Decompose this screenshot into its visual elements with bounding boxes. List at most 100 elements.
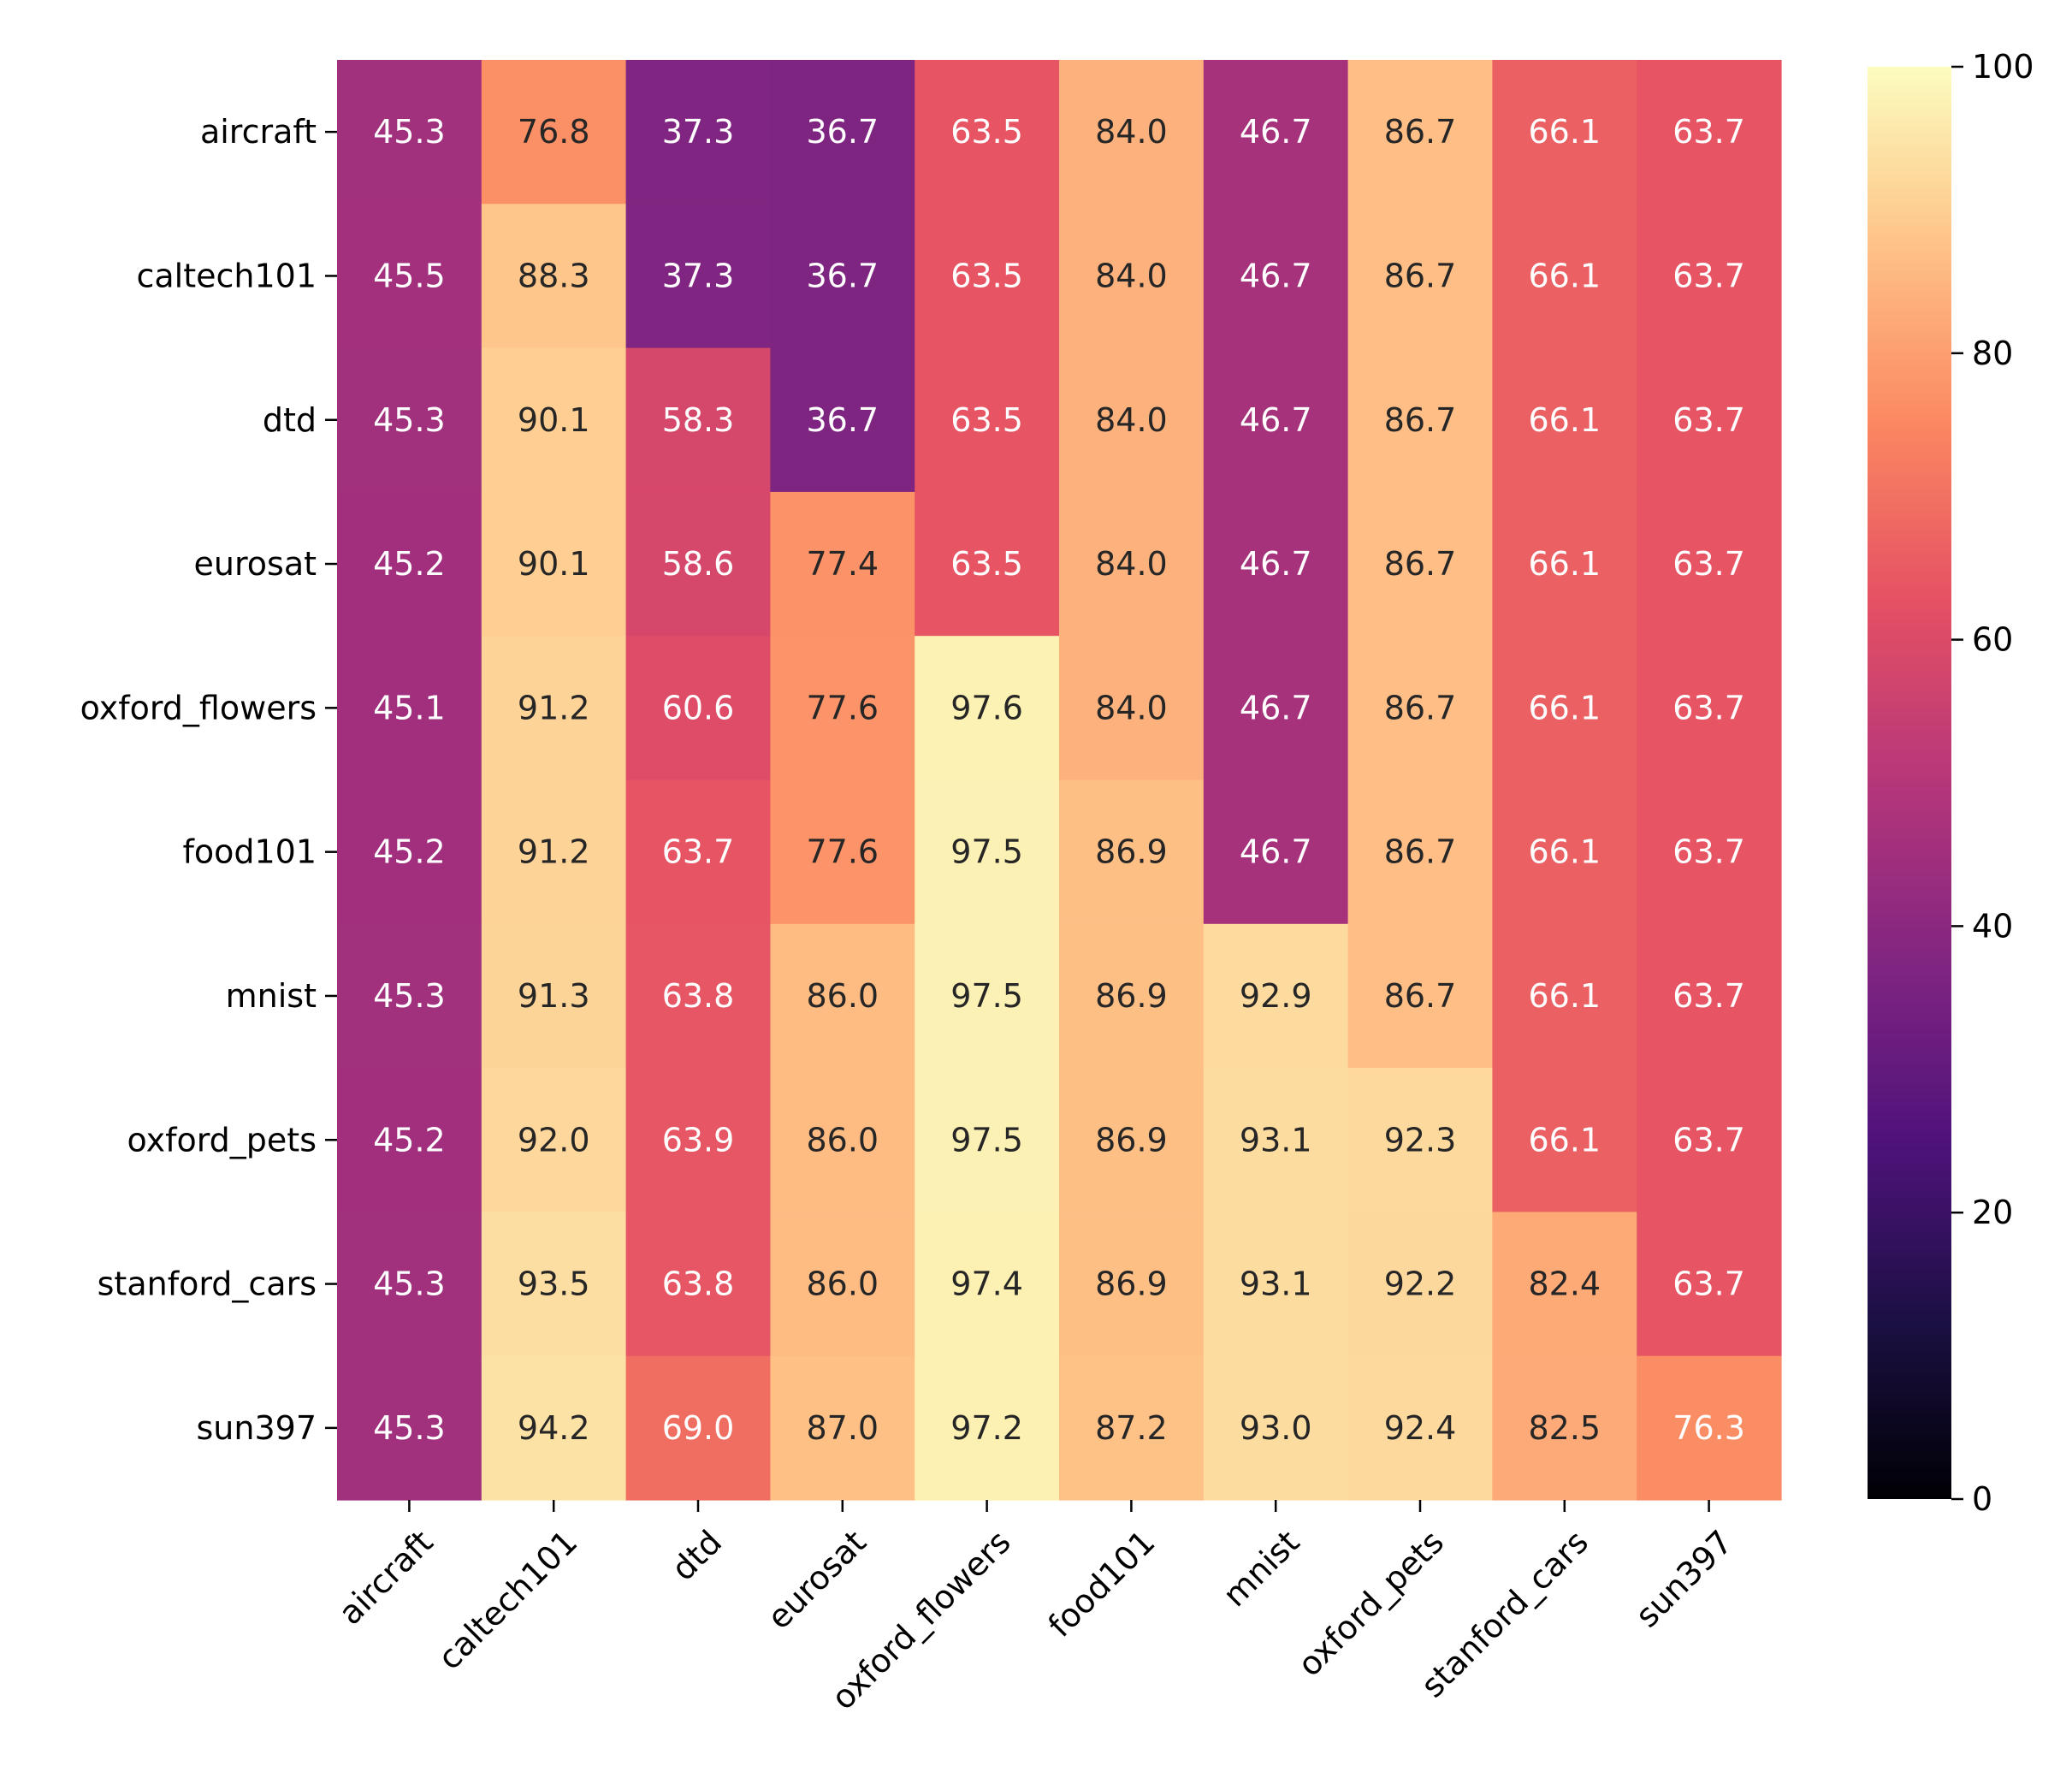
heatmap-cell xyxy=(1347,779,1493,925)
cell-value-label: 63.7 xyxy=(1672,257,1745,294)
cell-value-label: 97.4 xyxy=(950,1265,1023,1303)
heatmap-cell xyxy=(625,491,771,637)
heatmap-cell xyxy=(915,1355,1060,1501)
heatmap-cell xyxy=(481,923,627,1069)
colorbar: 0 20 40 60 80 100 xyxy=(1868,48,2034,1518)
cell-value-label: 37.3 xyxy=(662,257,735,294)
cell-value-label: 97.5 xyxy=(950,1121,1023,1159)
cell-value-label: 93.1 xyxy=(1240,1121,1312,1159)
heatmap-cell xyxy=(625,779,771,925)
cell-value-label: 63.7 xyxy=(662,833,735,871)
heatmap-cell xyxy=(625,347,771,493)
cell-value-label: 45.2 xyxy=(373,833,446,871)
cell-value-label: 36.7 xyxy=(806,257,879,294)
cell-value-label: 97.5 xyxy=(950,977,1023,1015)
cell-value-label: 86.0 xyxy=(806,1121,879,1159)
cell-value-label: 63.7 xyxy=(1672,113,1745,151)
heatmap-cell xyxy=(1203,636,1349,781)
colorbar-tick-label: 20 xyxy=(1972,1194,2013,1231)
heatmap-cell xyxy=(337,1212,482,1357)
cell-value-label: 63.5 xyxy=(950,545,1023,583)
cell-value-label: 60.6 xyxy=(662,689,735,726)
cell-value-label: 66.1 xyxy=(1528,1121,1601,1159)
heatmap-cell xyxy=(1059,1212,1205,1357)
heatmap-cell xyxy=(770,491,915,637)
cell-value-label: 82.5 xyxy=(1528,1409,1601,1447)
cell-value-label: 84.0 xyxy=(1095,689,1168,726)
cell-value-label: 63.8 xyxy=(662,977,735,1015)
y-tick-label: aircraft xyxy=(200,113,317,151)
heatmap-cell xyxy=(337,491,482,637)
heatmap-cell xyxy=(915,204,1060,349)
cell-value-label: 66.1 xyxy=(1528,689,1601,726)
heatmap-cell xyxy=(1203,60,1349,204)
heatmap-cell xyxy=(625,204,771,349)
cell-value-label: 92.0 xyxy=(518,1121,590,1159)
heatmap-cell xyxy=(1059,204,1205,349)
heatmap-cell xyxy=(1492,347,1637,493)
y-tick-label: mnist xyxy=(226,977,317,1015)
colorbar-tick-label: 60 xyxy=(1972,621,2013,659)
heatmap-cell xyxy=(1492,204,1637,349)
heatmap-cell xyxy=(625,636,771,781)
cell-value-label: 46.7 xyxy=(1240,833,1312,871)
heatmap-cell xyxy=(1059,779,1205,925)
heatmap-cell xyxy=(1347,636,1493,781)
cell-value-label: 63.5 xyxy=(950,113,1023,151)
x-tick-label: aircraft xyxy=(331,1523,440,1632)
heatmap-cell xyxy=(770,1355,915,1501)
heatmap-cell xyxy=(1637,636,1782,781)
cell-value-label: 58.3 xyxy=(662,401,735,439)
heatmap-cell xyxy=(1637,60,1782,204)
heatmap-cell xyxy=(1203,779,1349,925)
heatmap-cell xyxy=(625,60,771,204)
cell-value-label: 63.7 xyxy=(1672,1265,1745,1303)
cell-value-label: 63.7 xyxy=(1672,1121,1745,1159)
heatmap-cell xyxy=(915,923,1060,1069)
cell-value-label: 63.7 xyxy=(1672,977,1745,1015)
heatmap-cell xyxy=(481,1068,627,1212)
cell-value-label: 86.7 xyxy=(1384,977,1457,1015)
cell-value-label: 36.7 xyxy=(806,113,879,151)
cell-value-label: 76.8 xyxy=(518,113,590,151)
heatmap-cell xyxy=(1637,779,1782,925)
heatmap-cell xyxy=(770,204,915,349)
cell-value-label: 87.0 xyxy=(806,1409,879,1447)
heatmap-cell xyxy=(1492,491,1637,637)
cell-value-label: 92.9 xyxy=(1240,977,1312,1015)
cell-value-label: 86.7 xyxy=(1384,689,1457,726)
y-tick-label: oxford_pets xyxy=(127,1121,317,1159)
heatmap-cell xyxy=(337,1355,482,1501)
heatmap-cell xyxy=(481,204,627,349)
cell-value-label: 93.0 xyxy=(1240,1409,1312,1447)
heatmap-cell xyxy=(770,779,915,925)
colorbar-tick-label: 40 xyxy=(1972,907,2013,945)
cell-value-label: 63.8 xyxy=(662,1265,735,1303)
heatmap-cell xyxy=(770,347,915,493)
heatmap-cell xyxy=(481,636,627,781)
heatmap-cell xyxy=(915,1068,1060,1212)
cell-annotations: 45.3 76.8 37.3 36.7 63.5 84.0 46.7 86.7 66.1 63.7… xyxy=(373,113,1745,1447)
heatmap-cell xyxy=(481,60,627,204)
cell-value-label: 66.1 xyxy=(1528,401,1601,439)
y-tick-label: sun397 xyxy=(197,1409,317,1447)
cell-value-label: 45.3 xyxy=(373,401,446,439)
cell-value-label: 82.4 xyxy=(1528,1265,1601,1303)
cell-value-label: 91.2 xyxy=(518,833,590,871)
x-tick-label: caltech101 xyxy=(430,1523,584,1677)
cell-value-label: 69.0 xyxy=(662,1409,735,1447)
heatmap-cell xyxy=(1059,1355,1205,1501)
heatmap-cell xyxy=(337,60,482,204)
colorbar-tick-label: 80 xyxy=(1972,335,2013,372)
cell-value-label: 46.7 xyxy=(1240,401,1312,439)
heatmap-cell xyxy=(337,779,482,925)
cell-value-label: 66.1 xyxy=(1528,545,1601,583)
heatmap-cell xyxy=(1492,779,1637,925)
cell-value-label: 86.7 xyxy=(1384,401,1457,439)
cell-value-label: 94.2 xyxy=(518,1409,590,1447)
cell-value-label: 86.7 xyxy=(1384,545,1457,583)
heatmap-cell xyxy=(1203,1068,1349,1212)
heatmap-cell xyxy=(1059,923,1205,1069)
cell-value-label: 84.0 xyxy=(1095,545,1168,583)
